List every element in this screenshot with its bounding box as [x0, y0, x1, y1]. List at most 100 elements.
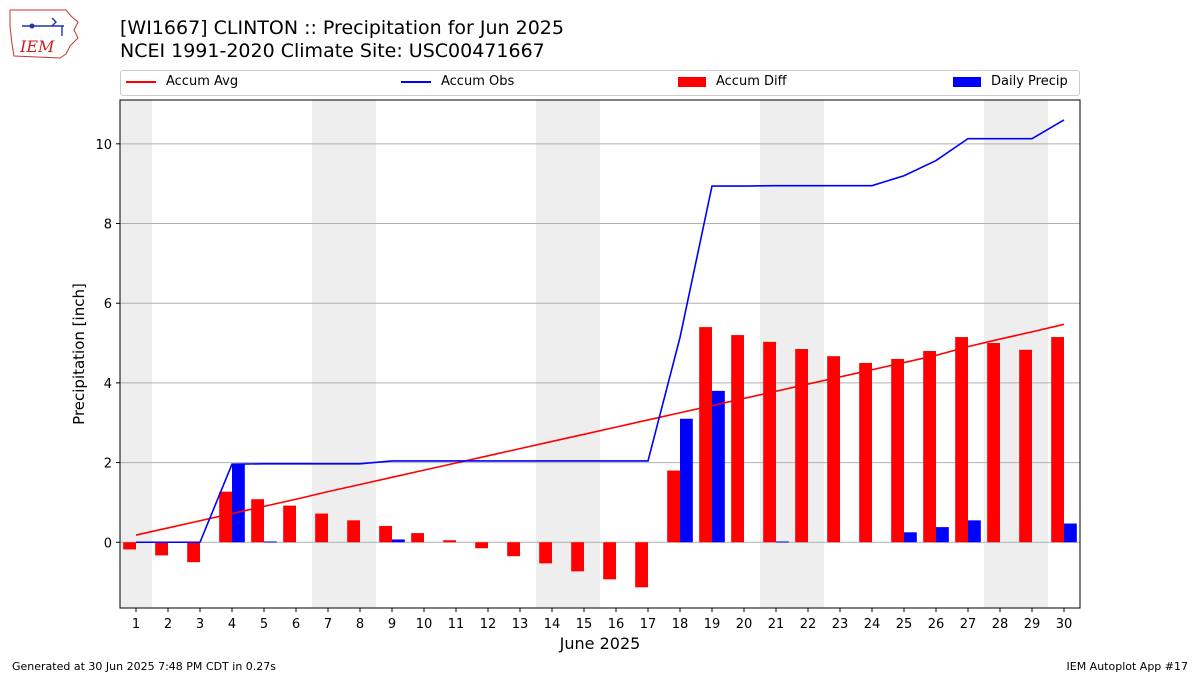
x-tick-label: 24	[864, 617, 881, 632]
x-tick-label: 1	[132, 617, 140, 632]
x-tick-label: 5	[260, 617, 268, 632]
footer-app: IEM Autoplot App #17	[1066, 660, 1189, 673]
x-tick-label: 3	[196, 617, 204, 632]
y-tick-label: 6	[104, 297, 112, 312]
accum-diff-bar	[1019, 349, 1032, 543]
x-tick-label: 16	[608, 617, 625, 632]
accum-diff-bar	[1051, 337, 1064, 543]
legend-label: Accum Obs	[441, 74, 515, 89]
weekend-shade	[568, 100, 600, 608]
x-tick-label: 14	[544, 617, 561, 632]
footer-generated: Generated at 30 Jun 2025 7:48 PM CDT in …	[12, 660, 277, 673]
legend-swatch	[953, 76, 981, 87]
y-tick-label: 10	[95, 138, 112, 153]
x-tick-label: 29	[1024, 617, 1041, 632]
daily-precip-bar	[1064, 523, 1077, 543]
accum-diff-bar	[859, 362, 872, 543]
legend-item-accum-avg: Accum Avg	[126, 74, 238, 89]
grid-lines	[120, 143, 1080, 543]
legend: Accum Avg Accum Obs Accum Diff Daily Pre…	[120, 70, 1080, 96]
accum-diff-bar	[283, 505, 296, 543]
accum-diff-bar	[763, 341, 776, 543]
accum-diff-bar	[923, 351, 936, 543]
accum-diff-bar	[539, 542, 552, 564]
accum-diff-bar	[699, 327, 712, 543]
x-tick-label: 21	[768, 617, 785, 632]
accum-diff-bar	[955, 337, 968, 543]
bars	[123, 327, 1077, 588]
accum-diff-bar	[123, 542, 136, 550]
daily-precip-bar	[968, 520, 981, 543]
y-tick-label: 0	[104, 536, 112, 551]
x-tick-label: 27	[960, 617, 977, 632]
weekend-shade	[120, 100, 152, 608]
accum-diff-bar	[507, 542, 520, 557]
accum-diff-bar	[187, 542, 200, 563]
accum-obs-line	[136, 119, 1065, 544]
y-tick-label: 4	[104, 377, 112, 392]
accum-diff-bar	[571, 542, 584, 572]
x-tick-label: 10	[416, 617, 433, 632]
accum-diff-bar	[251, 499, 264, 543]
x-tick-label: 17	[640, 617, 657, 632]
legend-item-accum-obs: Accum Obs	[401, 74, 514, 89]
iowa-state-outline	[9, 9, 79, 59]
x-tick-label: 6	[292, 617, 300, 632]
x-tick-label: 18	[672, 617, 689, 632]
x-tick-label: 25	[896, 617, 913, 632]
accum-diff-bar	[155, 542, 168, 556]
accum-diff-bar	[731, 335, 744, 543]
accum-diff-bar	[891, 358, 904, 543]
x-tick-label: 23	[832, 617, 849, 632]
daily-precip-bar	[776, 541, 789, 543]
x-tick-label: 30	[1056, 617, 1073, 632]
y-tick-label: 8	[104, 218, 112, 233]
daily-precip-bar	[232, 464, 245, 543]
daily-precip-bar	[712, 390, 725, 543]
x-tick-label: 4	[228, 617, 236, 632]
x-tick-label: 2	[164, 617, 172, 632]
accum-diff-bar	[443, 540, 456, 543]
legend-swatch	[401, 80, 431, 83]
accum-diff-bar	[315, 513, 328, 543]
accum-diff-bar	[987, 343, 1000, 543]
x-tick-label: 20	[736, 617, 753, 632]
accum-avg-line	[135, 323, 1065, 536]
wind-vane-icon	[22, 17, 64, 36]
legend-swatch	[678, 76, 706, 87]
legend-item-accum-diff: Accum Diff	[678, 74, 787, 89]
x-tick-label: 7	[324, 617, 332, 632]
legend-label: Daily Precip	[991, 74, 1068, 89]
y-axis-label: Precipitation [inch]	[70, 283, 88, 425]
lines	[135, 119, 1065, 544]
accum-diff-bar	[347, 520, 360, 543]
x-tick-label: 13	[512, 617, 529, 632]
accum-diff-bar	[795, 349, 808, 543]
iem-logo: IEM	[9, 9, 79, 59]
daily-precip-bar	[392, 539, 405, 543]
accum-diff-bar	[379, 525, 392, 543]
logo-text: IEM	[19, 37, 55, 56]
legend-item-daily-precip: Daily Precip	[953, 74, 1068, 89]
accum-diff-bar	[827, 356, 840, 543]
daily-precip-bar	[264, 541, 277, 543]
accum-diff-bar	[411, 533, 424, 543]
legend-swatch	[126, 80, 156, 83]
y-tick-label: 2	[104, 457, 112, 472]
daily-precip-bar	[680, 418, 693, 543]
x-tick-label: 9	[388, 617, 396, 632]
legend-label: Accum Diff	[716, 74, 787, 89]
daily-precip-bar	[936, 527, 949, 543]
accum-diff-bar	[475, 542, 488, 549]
x-tick-label: 11	[448, 617, 465, 632]
x-axis-label: June 2025	[559, 634, 641, 653]
x-tick-label: 15	[576, 617, 593, 632]
weekend-shade	[536, 100, 568, 608]
x-tick-label: 22	[800, 617, 817, 632]
x-tick-label: 28	[992, 617, 1009, 632]
x-tick-label: 12	[480, 617, 497, 632]
x-tick-label: 19	[704, 617, 721, 632]
accum-diff-bar	[603, 542, 616, 580]
